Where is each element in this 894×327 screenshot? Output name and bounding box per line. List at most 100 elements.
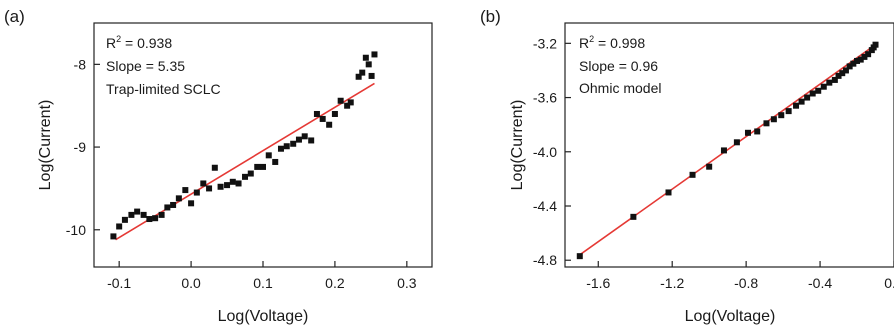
data-point xyxy=(857,56,864,63)
data-point xyxy=(152,215,159,222)
data-point xyxy=(368,72,375,79)
data-point xyxy=(804,94,811,101)
data-point xyxy=(229,178,236,185)
x-tick-label: 0.0 xyxy=(884,275,894,291)
x-tick-label: 0.0 xyxy=(181,275,201,291)
x-axis-title-a: Log(Voltage) xyxy=(218,308,309,325)
data-point xyxy=(815,87,822,94)
data-point xyxy=(359,69,366,76)
data-point xyxy=(809,90,816,97)
y-tick-label: -9 xyxy=(74,139,87,155)
data-point xyxy=(331,110,338,117)
data-point xyxy=(326,121,333,128)
data-point xyxy=(854,57,861,64)
data-points-a xyxy=(110,51,378,240)
data-point xyxy=(283,143,290,150)
data-point xyxy=(770,116,777,123)
x-tick-label: -0.4 xyxy=(808,275,832,291)
y-tick-label: -3.6 xyxy=(533,90,557,106)
x-tick-label: -0.8 xyxy=(734,275,758,291)
data-point xyxy=(576,253,583,260)
x-tick-label: 0.2 xyxy=(325,275,345,291)
data-point xyxy=(689,171,696,178)
data-point xyxy=(785,108,792,115)
y-axis-ticks-b: -3.2 -3.6 -4.0 -4.4 -4.8 xyxy=(533,35,571,268)
data-point xyxy=(254,163,261,170)
data-point xyxy=(733,139,740,146)
slope-annotation-b: Slope = 0.96 xyxy=(579,58,658,74)
data-point xyxy=(110,233,117,240)
data-point xyxy=(116,223,123,230)
data-point xyxy=(140,211,147,218)
data-point xyxy=(224,182,231,189)
data-point xyxy=(313,110,320,117)
data-point xyxy=(272,158,279,165)
data-point xyxy=(839,70,846,77)
data-point xyxy=(308,137,315,144)
data-point xyxy=(820,83,827,90)
model-annotation-b: Ohmic model xyxy=(579,80,661,96)
data-point xyxy=(665,189,672,196)
panel-label-a: (a) xyxy=(4,7,25,26)
y-tick-label: -4.4 xyxy=(533,198,557,214)
y-tick-label: -8 xyxy=(74,56,87,72)
data-point xyxy=(134,208,141,215)
y-tick-label: -10 xyxy=(66,222,86,238)
data-point xyxy=(217,183,224,190)
y-axis-ticks-a: -8 -9 -10 xyxy=(66,56,100,238)
data-point xyxy=(861,53,868,60)
x-axis-title-b: Log(Voltage) xyxy=(685,308,776,325)
data-point xyxy=(295,136,302,143)
data-point xyxy=(744,129,751,136)
fit-line xyxy=(579,44,876,256)
data-point xyxy=(121,216,128,223)
data-point xyxy=(200,180,207,187)
data-point xyxy=(146,216,153,223)
data-point xyxy=(831,76,838,83)
r2-annotation-a: R2 = 0.938 xyxy=(106,34,172,51)
data-point xyxy=(846,63,853,70)
x-tick-label: -1.2 xyxy=(660,275,684,291)
data-point xyxy=(850,60,857,67)
y-tick-label: -3.2 xyxy=(533,35,557,51)
data-point xyxy=(720,147,727,154)
data-point xyxy=(344,102,351,109)
plot-frame-b xyxy=(564,22,894,268)
data-point xyxy=(265,152,272,159)
data-point xyxy=(319,115,326,122)
data-point xyxy=(778,112,785,119)
slope-annotation-a: Slope = 5.35 xyxy=(106,58,185,74)
data-point xyxy=(355,73,362,80)
data-point xyxy=(826,79,833,86)
data-point xyxy=(206,185,213,192)
data-point xyxy=(290,140,297,147)
data-point xyxy=(835,72,842,79)
data-point xyxy=(706,163,713,170)
data-point xyxy=(337,97,344,104)
data-point xyxy=(362,54,369,61)
x-tick-label: -1.6 xyxy=(586,275,610,291)
data-point xyxy=(842,67,849,74)
data-point xyxy=(754,128,761,135)
data-point xyxy=(763,120,770,127)
data-point xyxy=(235,180,242,187)
data-point xyxy=(793,102,800,109)
chart-panel-b: -1.6 -1.2 -0.8 -0.4 0.0 -3.2 -3.6 -4.0 -4.4 -4.8… xyxy=(509,22,894,325)
x-tick-label: -0.1 xyxy=(107,275,131,291)
data-point xyxy=(872,41,879,48)
chart-panel-a: -0.1 0.0 0.1 0.2 0.3 -8 -9 -10 R2 = 0.938 Slop… xyxy=(37,22,433,325)
data-point xyxy=(182,187,189,194)
fit-line-b xyxy=(579,44,876,256)
data-point xyxy=(242,173,249,180)
data-point xyxy=(260,163,266,170)
data-point xyxy=(211,164,218,171)
x-axis-ticks-a: -0.1 0.0 0.1 0.2 0.3 xyxy=(107,261,417,291)
data-point xyxy=(164,204,171,211)
x-tick-label: 0.3 xyxy=(397,275,417,291)
data-point xyxy=(188,200,195,207)
data-point xyxy=(371,51,378,58)
data-point xyxy=(158,211,165,218)
x-tick-label: 0.1 xyxy=(253,275,273,291)
model-annotation-a: Trap-limited SCLC xyxy=(106,81,221,97)
